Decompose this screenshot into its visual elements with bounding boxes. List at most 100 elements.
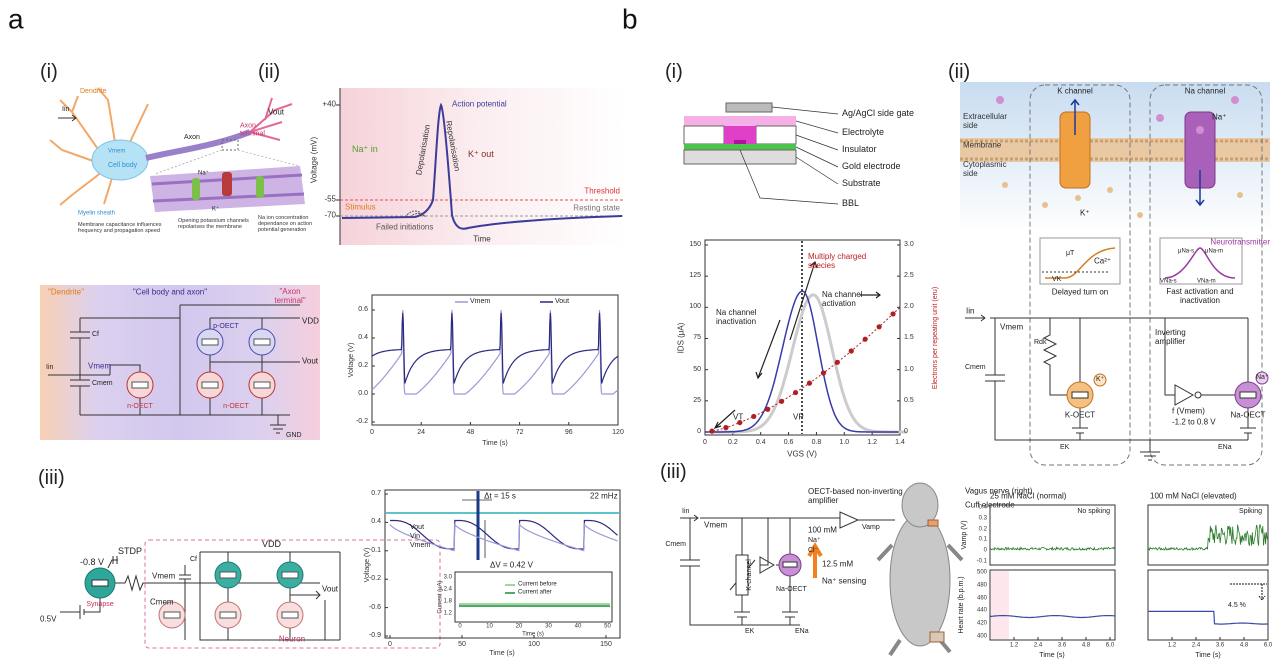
- label: 2.5: [904, 272, 914, 280]
- neuron-circuit-g: [126, 371, 276, 399]
- label: Vmem: [704, 520, 728, 530]
- label: K⁺: [1080, 208, 1090, 218]
- label: 3.0: [443, 574, 452, 581]
- vamp-trace: [989, 546, 1115, 552]
- label: Na-OECT: [1230, 410, 1266, 420]
- label: Membrane: [963, 140, 1002, 150]
- neuron-illustration: [49, 87, 305, 212]
- label: 0: [703, 439, 707, 447]
- label: VK: [1052, 276, 1062, 284]
- iv-plot-frame-path: [713, 260, 881, 430]
- label: 480: [976, 582, 987, 589]
- label: Vout: [268, 107, 285, 117]
- label: 0: [983, 547, 987, 554]
- label: Vamp: [862, 524, 880, 532]
- neuron-circuit-g-rect: [131, 381, 149, 389]
- label: 0.1: [978, 537, 987, 544]
- label: 25: [693, 396, 701, 404]
- label: Inverting amplifier: [1155, 328, 1186, 346]
- label: 20: [515, 623, 523, 630]
- label: n-OECT: [223, 403, 249, 411]
- label: 100: [689, 303, 701, 311]
- voltage-plot-frame-rect: [371, 294, 619, 426]
- label: Na channel activation: [822, 290, 863, 308]
- label: Membrane capacitance influences frequenc…: [78, 221, 162, 234]
- label: Axon: [184, 134, 200, 142]
- label: Na ion concentration dependance on actio…: [258, 214, 313, 234]
- label: K-channel: [746, 559, 754, 591]
- ion-channel-illustration-path: [960, 139, 1270, 161]
- label: -0.1: [976, 558, 987, 565]
- label: 50: [604, 623, 611, 630]
- label: 1.2: [443, 610, 452, 617]
- synapse-neuron-circuit: [60, 539, 441, 649]
- neuron-circuit-path: [80, 304, 300, 434]
- label: (i): [40, 61, 58, 83]
- label: -0.9: [368, 632, 381, 640]
- label: VNa-s: [1160, 278, 1177, 285]
- label: 50: [458, 641, 466, 649]
- ion-channel-illustration-g-circle: [1107, 187, 1113, 193]
- label: Cuff electrode: [965, 500, 1015, 510]
- label: Vout: [322, 584, 339, 594]
- label: 0.4: [755, 439, 766, 447]
- ion-channel-illustration-g-circle: [1231, 96, 1239, 104]
- label: 0.5V: [40, 614, 57, 624]
- neuron-oect-circuit-circle: [1255, 371, 1269, 385]
- label: -0.2: [355, 418, 368, 426]
- iv-plot-frame: [704, 239, 901, 436]
- neuron-circuit-g-rect: [201, 381, 219, 389]
- label: 4.8: [1239, 642, 1249, 649]
- ion-channel-illustration-g-circle: [1042, 202, 1048, 208]
- label: 0.5: [904, 396, 914, 404]
- label: VGS (V): [787, 449, 817, 459]
- action-potential-diagram-path: [336, 88, 341, 245]
- label: Voltage (V): [348, 342, 356, 378]
- label: 2.4: [1191, 642, 1201, 649]
- label: EK: [745, 628, 755, 636]
- label: VDD: [302, 316, 319, 326]
- label: VP: [793, 412, 804, 422]
- label: (iii): [38, 467, 65, 489]
- label: Vout: [555, 298, 570, 306]
- synapse-neuron-circuit-g-rect: [163, 611, 181, 619]
- label: 75: [693, 334, 701, 342]
- label: STDP: [118, 546, 143, 557]
- eru-dot: [723, 425, 729, 431]
- neuron-circuit-g-rect: [201, 338, 219, 346]
- device-stack-rect: [684, 116, 796, 126]
- ion-channel-illustration-g: [1002, 182, 1243, 218]
- label: 420: [976, 620, 987, 627]
- label: Time (s): [1039, 652, 1065, 660]
- label: 0.6: [783, 439, 794, 447]
- label: Cmem: [665, 541, 686, 549]
- label: K channel: [1057, 86, 1093, 96]
- label: K-OECT: [1064, 410, 1096, 420]
- label: Iin: [682, 508, 690, 516]
- eru-dot: [848, 348, 854, 354]
- label: Time (s): [1195, 652, 1221, 660]
- label: 0.4: [358, 334, 368, 342]
- label: Gold electrode: [842, 161, 901, 172]
- label: No spiking: [1077, 508, 1110, 516]
- label: 1.2: [1009, 642, 1019, 649]
- label: 2.4: [443, 586, 452, 593]
- ion-channel-illustration-g-circle: [1137, 212, 1143, 218]
- label: Na⁺: [808, 537, 821, 545]
- label: 125: [689, 272, 701, 280]
- label: Na⁺: [1256, 374, 1269, 382]
- neuron-illustration-rect: [221, 139, 239, 151]
- label: VDD: [262, 539, 282, 550]
- vamp-trace: [1147, 524, 1269, 552]
- label: 440: [976, 608, 987, 615]
- device-stack-path: [739, 106, 839, 205]
- synapse-neuron-circuit-g-rect: [281, 611, 299, 619]
- neuron-illustration-path: [49, 87, 149, 206]
- physiology-plot-frames-rect: [991, 571, 1009, 639]
- label: Stimulus: [345, 202, 376, 212]
- label: 0.7: [371, 490, 381, 498]
- ion-channel-illustration-g-circle: [1075, 195, 1081, 201]
- label: 2.4: [1033, 642, 1043, 649]
